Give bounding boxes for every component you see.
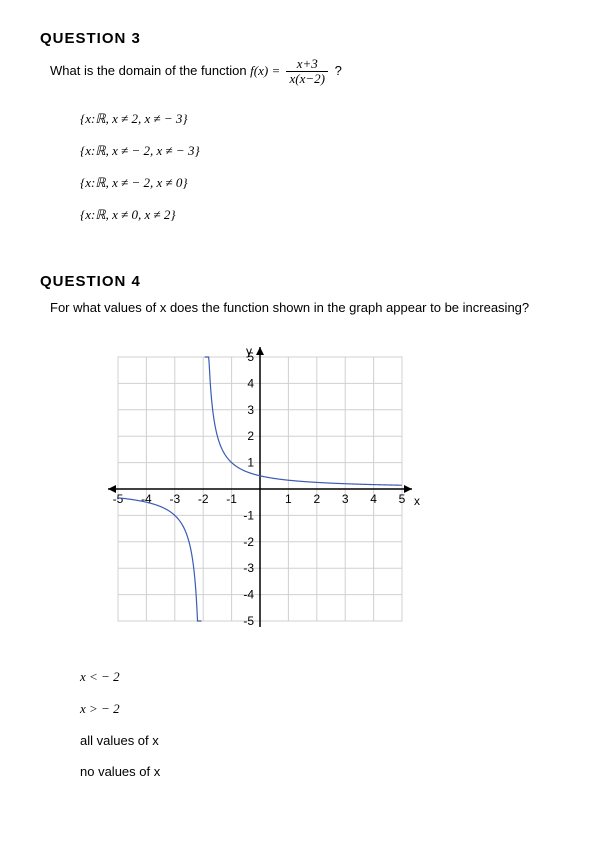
svg-text:y: y: [246, 344, 252, 358]
q4-option-a[interactable]: x < − 2: [80, 669, 563, 685]
q3-func: f(x) =: [250, 63, 283, 78]
graph-svg: -5-4-3-2-112345-5-4-3-2-112345xy: [100, 339, 420, 639]
q3-prompt-post: ?: [335, 63, 342, 78]
question-4: QUESTION 4 For what values of x does the…: [40, 273, 563, 779]
svg-text:-3: -3: [243, 561, 254, 575]
q3-option-c[interactable]: {x:ℝ, x ≠ − 2, x ≠ 0}: [80, 175, 563, 191]
svg-text:-4: -4: [243, 587, 254, 601]
svg-text:4: 4: [370, 492, 377, 506]
svg-text:1: 1: [285, 492, 292, 506]
q4-option-c[interactable]: all values of x: [80, 733, 563, 748]
svg-text:3: 3: [247, 402, 254, 416]
q4-option-b[interactable]: x > − 2: [80, 701, 563, 717]
svg-text:5: 5: [399, 492, 406, 506]
q4-options: x < − 2 x > − 2 all values of x no value…: [80, 669, 563, 779]
svg-text:x: x: [414, 494, 420, 508]
svg-text:-5: -5: [113, 492, 124, 506]
svg-text:4: 4: [247, 376, 254, 390]
q3-prompt: What is the domain of the function f(x) …: [50, 57, 563, 87]
q4-graph: -5-4-3-2-112345-5-4-3-2-112345xy: [100, 339, 563, 639]
q3-prompt-pre: What is the domain of the function: [50, 63, 250, 78]
svg-text:-2: -2: [198, 492, 209, 506]
q4-option-d[interactable]: no values of x: [80, 764, 563, 779]
svg-text:1: 1: [247, 455, 254, 469]
svg-text:3: 3: [342, 492, 349, 506]
svg-text:2: 2: [247, 429, 254, 443]
svg-text:-2: -2: [243, 534, 254, 548]
svg-text:-5: -5: [243, 614, 254, 628]
q3-fraction: x+3 x(x−2): [286, 57, 327, 87]
question-3: QUESTION 3 What is the domain of the fun…: [40, 30, 563, 223]
svg-text:-1: -1: [226, 492, 237, 506]
q3-option-d[interactable]: {x:ℝ, x ≠ 0, x ≠ 2}: [80, 207, 563, 223]
svg-text:-3: -3: [169, 492, 180, 506]
svg-text:2: 2: [313, 492, 320, 506]
svg-text:-4: -4: [141, 492, 152, 506]
q3-frac-den: x(x−2): [286, 72, 327, 86]
q4-prompt: For what values of x does the function s…: [50, 300, 563, 315]
q4-heading: QUESTION 4: [40, 273, 563, 290]
svg-text:-1: -1: [243, 508, 254, 522]
q3-options: {x:ℝ, x ≠ 2, x ≠ − 3} {x:ℝ, x ≠ − 2, x ≠…: [80, 111, 563, 223]
q3-heading: QUESTION 3: [40, 30, 563, 47]
q3-option-b[interactable]: {x:ℝ, x ≠ − 2, x ≠ − 3}: [80, 143, 563, 159]
q3-frac-num: x+3: [286, 57, 327, 72]
q3-option-a[interactable]: {x:ℝ, x ≠ 2, x ≠ − 3}: [80, 111, 563, 127]
